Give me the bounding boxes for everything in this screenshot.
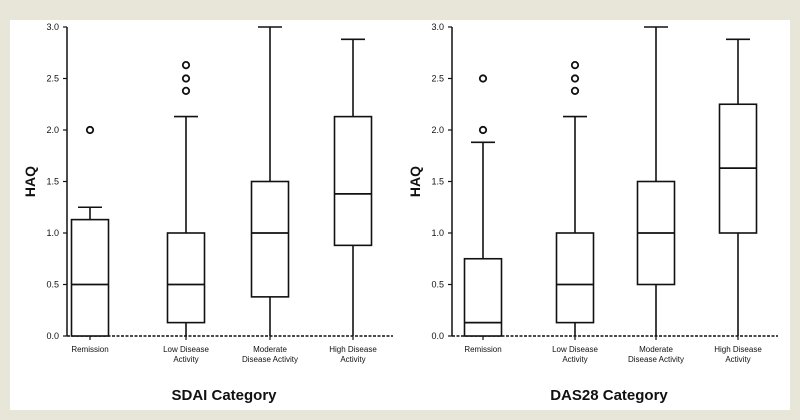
category-label: Activity [725, 355, 750, 364]
x-axis-title: SDAI Category [171, 387, 277, 404]
y-tick-label: 1.0 [431, 228, 444, 238]
category-label: Activity [340, 355, 365, 364]
category-label: Activity [173, 355, 198, 364]
outlier-point [85, 125, 95, 135]
outlier-point [181, 86, 191, 95]
box-plot-figure: 0.0 0.5 1.0 1.5 2.0 2.5 3.0 HAQ SDAI Category Rem… [22, 22, 778, 404]
category-label: Moderate [253, 345, 287, 354]
y-tick-label: 2.5 [431, 74, 444, 84]
box-1: Remission [70, 125, 110, 354]
outlier-point [478, 125, 488, 135]
y-tick-label: 2.0 [46, 125, 59, 135]
y-tick-label: 3.0 [431, 22, 444, 32]
outlier-point [570, 61, 580, 70]
box-iqr [555, 232, 595, 324]
box-iqr [70, 218, 110, 337]
y-tick-label: 1.5 [431, 177, 444, 187]
x-axis-title: DAS28 Category [550, 387, 668, 404]
category-label: Disease Activity [628, 355, 684, 364]
outlier-point [181, 61, 191, 70]
y-axis-title: HAQ [22, 166, 38, 197]
outlier-point [570, 74, 580, 83]
y-tick-label: 0.0 [431, 331, 444, 341]
category-label: Low Disease [163, 345, 209, 354]
category-label: Moderate [639, 345, 673, 354]
figure-frame: 0.0 0.5 1.0 1.5 2.0 2.5 3.0 HAQ SDAI Category Rem… [10, 20, 790, 410]
chart-panel-1: 0.0 0.5 1.0 1.5 2.0 2.5 3.0 HAQ SDAI Category Rem… [22, 22, 393, 404]
category-label: Activity [562, 355, 587, 364]
box-iqr [250, 180, 290, 298]
category-label: Remission [71, 345, 108, 354]
outlier-point [570, 86, 580, 95]
y-tick-label: 1.5 [46, 177, 59, 187]
category-label: High Disease [329, 345, 377, 354]
box-1: Remission [463, 74, 503, 354]
category-label: Disease Activity [242, 355, 298, 364]
y-tick-label: 0.5 [431, 280, 444, 290]
box-iqr [166, 232, 206, 324]
y-axis-title: HAQ [407, 166, 423, 197]
category-label: Remission [464, 345, 501, 354]
outlier-point [478, 74, 488, 83]
y-tick-label: 1.0 [46, 228, 59, 238]
chart-panel-2: 0.0 0.5 1.0 1.5 2.0 2.5 3.0 HAQ DAS28 Category Re… [407, 22, 778, 404]
box-iqr [463, 257, 503, 337]
category-label: High Disease [714, 345, 762, 354]
box-iqr [333, 115, 373, 247]
y-tick-label: 0.0 [46, 331, 59, 341]
y-tick-label: 2.5 [46, 74, 59, 84]
outlier-point [181, 74, 191, 83]
category-label: Low Disease [552, 345, 598, 354]
y-tick-label: 3.0 [46, 22, 59, 32]
y-tick-label: 2.0 [431, 125, 444, 135]
y-tick-label: 0.5 [46, 280, 59, 290]
